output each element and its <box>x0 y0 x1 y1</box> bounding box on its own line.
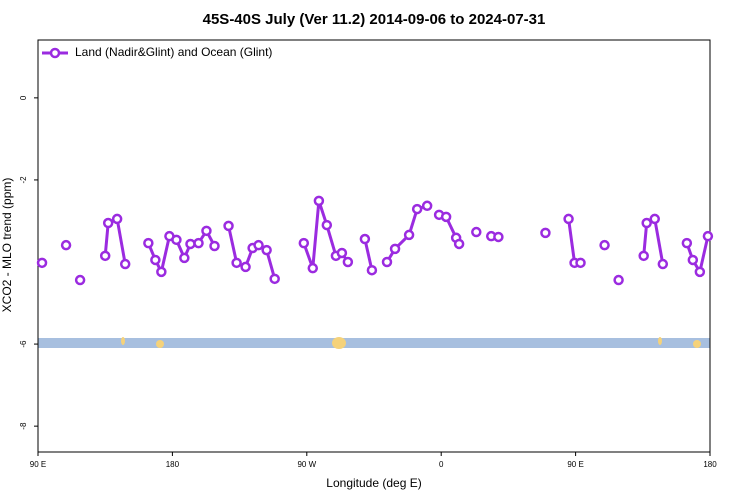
data-point <box>493 231 504 243</box>
data-line <box>685 235 710 276</box>
y-tick-label: -2 <box>19 176 28 184</box>
data-point <box>359 233 371 245</box>
data-line <box>567 218 581 265</box>
data-point <box>687 254 699 266</box>
data-point <box>421 200 433 212</box>
data-point <box>381 256 393 268</box>
data-point <box>440 211 452 223</box>
data-point <box>298 237 310 249</box>
x-tick-label: 90 E <box>567 460 583 469</box>
x-tick-label: 180 <box>166 460 180 469</box>
data-point <box>150 254 161 266</box>
data-point <box>231 257 242 269</box>
data-point <box>102 217 114 229</box>
legend-label: Land (Nadir&Glint) and Ocean (Glint) <box>75 45 272 59</box>
data-point <box>307 262 319 274</box>
data-point <box>99 250 111 262</box>
data-point <box>185 238 196 250</box>
data-point <box>681 237 693 249</box>
data-point <box>179 252 190 264</box>
data-point <box>366 264 378 276</box>
x-tick-label: 90 E <box>30 460 46 469</box>
data-point <box>253 239 264 251</box>
data-point <box>156 266 167 278</box>
data-point <box>143 237 154 249</box>
data-point <box>119 258 131 270</box>
data-point <box>540 227 551 239</box>
data-point <box>638 250 649 262</box>
y-tick-label: -6 <box>19 340 28 348</box>
chart-title: 45S-40S July (Ver 11.2) 2014-09-06 to 20… <box>203 11 546 28</box>
plot-frame <box>37 39 711 453</box>
data-line <box>363 238 374 271</box>
x-tick-label: 90 W <box>297 460 316 469</box>
land-strip <box>38 337 710 349</box>
data-point <box>694 266 706 278</box>
data-point <box>702 230 714 242</box>
data-point <box>201 225 212 237</box>
data-point <box>209 240 220 252</box>
data-point <box>240 261 251 273</box>
data-point <box>74 274 86 286</box>
data-point <box>657 258 669 270</box>
data-point <box>321 219 333 231</box>
data-point <box>313 195 325 207</box>
data-point <box>261 244 272 256</box>
y-tick-label: -8 <box>19 422 28 430</box>
y-tick-label: 0 <box>19 95 28 100</box>
data-point <box>641 217 652 229</box>
data-line <box>146 227 216 277</box>
data-point <box>453 238 465 250</box>
legend-marker <box>49 47 61 59</box>
data-point <box>613 274 624 286</box>
data-point <box>111 213 123 225</box>
data-point <box>411 203 423 215</box>
data-point <box>269 273 280 285</box>
y-axis-label: XCO2 - MLO trend (ppm) <box>0 178 14 313</box>
data-point <box>342 256 354 268</box>
data-point <box>36 257 48 269</box>
data-point <box>389 243 401 255</box>
data-point <box>336 247 348 259</box>
data-point <box>599 239 610 251</box>
data-point <box>471 226 482 238</box>
data-point <box>223 220 234 232</box>
data-point <box>193 237 204 249</box>
data-point <box>563 213 574 225</box>
data-point <box>649 213 660 225</box>
data-point <box>60 239 72 251</box>
x-tick-label: 0 <box>439 460 444 469</box>
x-tick-label: 180 <box>703 460 717 469</box>
x-axis-label: Longitude (deg E) <box>326 476 421 490</box>
data-point <box>171 234 182 246</box>
data-point <box>403 229 415 241</box>
data-point <box>575 257 586 269</box>
